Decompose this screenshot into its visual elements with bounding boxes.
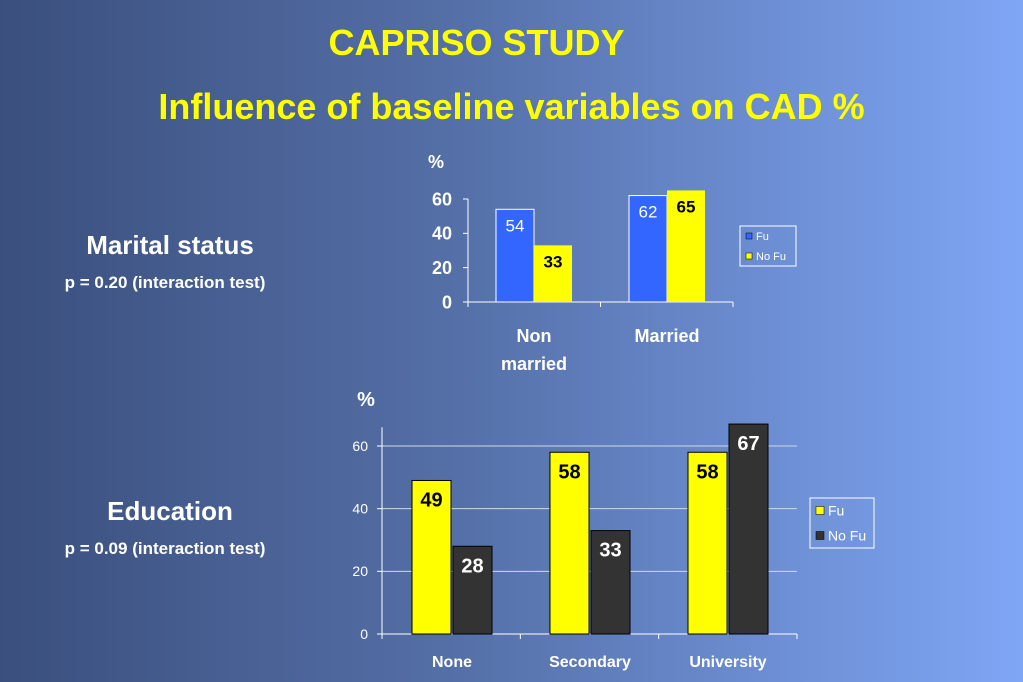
education-y-tick-label: 20 <box>352 563 368 579</box>
marital-bar-value: 65 <box>677 197 696 216</box>
education-category-label: Secondary <box>549 654 631 671</box>
marital-bar <box>495 208 535 303</box>
education-bar-value: 58 <box>696 461 718 483</box>
education-bar <box>452 545 493 635</box>
marital-bar <box>628 195 668 303</box>
education-bar <box>728 423 769 635</box>
marital-status-note: p = 0.20 (interaction test) <box>64 273 266 292</box>
marital-legend-box <box>739 225 797 267</box>
marital-bar-value: 33 <box>544 252 563 271</box>
marital-category-label: Non <box>517 326 552 346</box>
marital-category-label: married <box>501 354 567 374</box>
education-bar-value: 33 <box>599 540 621 562</box>
education-heading: Education <box>107 496 233 526</box>
education-bar-value: 28 <box>461 555 483 577</box>
education-bar <box>411 479 452 635</box>
marital-legend-swatch <box>745 232 753 240</box>
education-category-label: University <box>689 654 766 671</box>
education-legend-label: Fu <box>828 502 844 518</box>
education-legend-label: No Fu <box>828 527 866 543</box>
education-bar <box>549 451 590 635</box>
marital-legend-swatch <box>745 252 753 260</box>
education-y-tick-label: 40 <box>352 501 368 517</box>
marital-legend-label: No Fu <box>756 251 786 263</box>
education-bar <box>590 530 631 635</box>
page-subtitle: Influence of baseline variables on CAD % <box>158 86 865 127</box>
education-legend-box <box>809 497 875 549</box>
marital-bar-value: 54 <box>506 216 525 235</box>
education-legend-swatch <box>815 506 825 515</box>
marital-y-tick-label: 20 <box>432 258 452 278</box>
education-y-tick-label: 0 <box>360 626 368 642</box>
marital-status-heading: Marital status <box>86 230 254 260</box>
education-note: p = 0.09 (interaction test) <box>64 539 266 558</box>
page-title: CAPRISO STUDY <box>328 22 625 63</box>
marital-category-label: Married <box>634 326 699 346</box>
education-category-label: None <box>432 654 472 671</box>
education-y-tick-label: 60 <box>352 438 368 454</box>
marital-y-tick-label: 40 <box>432 224 452 244</box>
marital-legend-label: Fu <box>756 231 769 243</box>
education-bar-value: 67 <box>737 433 759 455</box>
marital-y-axis-label: % <box>428 152 444 172</box>
education-legend-swatch <box>815 531 825 540</box>
marital-bar-value: 62 <box>639 203 658 222</box>
education-bar <box>687 451 728 635</box>
education-bar-value: 58 <box>558 461 580 483</box>
marital-bar <box>667 190 705 302</box>
education-bar-value: 49 <box>420 489 442 511</box>
marital-bar <box>534 245 572 302</box>
marital-y-tick-label: 60 <box>432 189 452 209</box>
education-y-axis-label: % <box>357 389 375 411</box>
marital-y-tick-label: 0 <box>442 292 452 312</box>
